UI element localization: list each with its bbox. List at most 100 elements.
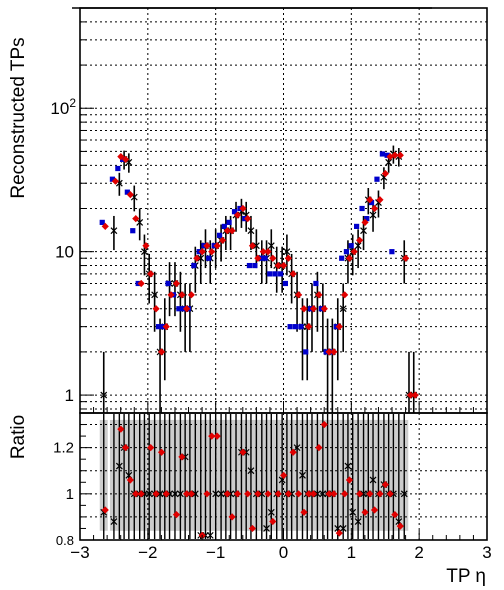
data-point-circle bbox=[374, 176, 380, 182]
ratio-point-diamond bbox=[370, 506, 379, 514]
ratio-point-star bbox=[247, 467, 255, 475]
data-point-diamond bbox=[183, 305, 191, 313]
data-point-circle bbox=[348, 243, 354, 249]
data-point-diamond bbox=[396, 151, 404, 159]
ratio-point-star bbox=[258, 490, 266, 498]
data-point-circle bbox=[124, 189, 130, 195]
ratio-point-diamond bbox=[289, 448, 297, 456]
ratio-point-diamond bbox=[147, 444, 155, 452]
ratio-point-diamond bbox=[121, 444, 130, 452]
data-point-diamond bbox=[132, 215, 140, 223]
x-tick-label: 0 bbox=[279, 543, 288, 562]
data-point-circle bbox=[216, 232, 223, 238]
data-point-diamond bbox=[187, 291, 195, 299]
data-point-circle bbox=[206, 255, 212, 261]
ratio-point-star bbox=[115, 462, 123, 470]
ratio-point-diamond bbox=[376, 490, 384, 498]
lower-y-tick-label: 1 bbox=[66, 486, 74, 503]
data-point-diamond bbox=[264, 248, 272, 256]
data-point-diamond bbox=[335, 323, 343, 331]
ratio-point-diamond bbox=[305, 490, 313, 498]
ratio-point-diamond bbox=[284, 490, 292, 498]
data-point-diamond bbox=[117, 153, 125, 161]
data-point-diamond bbox=[244, 215, 252, 223]
x-tick-label: −2 bbox=[138, 543, 157, 562]
ratio-point-diamond bbox=[381, 480, 389, 489]
ratio-point-diamond bbox=[335, 529, 343, 537]
ratio-point-diamond bbox=[152, 490, 160, 498]
data-point-circle bbox=[99, 219, 105, 225]
data-point-circle bbox=[155, 324, 162, 330]
data-point-circle bbox=[298, 324, 304, 330]
ratio-point-diamond bbox=[162, 490, 170, 498]
data-point-diamond bbox=[193, 254, 201, 262]
ratio-point-star bbox=[313, 490, 321, 498]
data-point-diamond bbox=[305, 323, 313, 331]
data-point-diamond bbox=[269, 254, 277, 262]
data-point-diamond bbox=[300, 305, 308, 313]
data-point-circle bbox=[165, 280, 171, 287]
data-point-circle bbox=[354, 223, 360, 230]
ratio-point-diamond bbox=[239, 448, 247, 456]
data-point-star bbox=[354, 242, 362, 250]
ratio-point-diamond bbox=[132, 490, 140, 498]
ratio-point-star bbox=[171, 490, 179, 498]
ratio-point-diamond bbox=[172, 511, 181, 519]
data-point-circle bbox=[278, 271, 284, 277]
data-point-star bbox=[100, 391, 108, 399]
ratio-point-diamond bbox=[213, 432, 221, 440]
data-point-diamond bbox=[111, 177, 120, 185]
data-point-circle bbox=[115, 165, 121, 172]
data-point-diamond bbox=[345, 254, 354, 262]
data-point-circle bbox=[176, 306, 182, 312]
ratio-point-diamond bbox=[183, 490, 191, 498]
ratio-point-diamond bbox=[300, 508, 308, 516]
data-point-circle bbox=[246, 262, 253, 269]
ratio-point-star bbox=[191, 490, 199, 498]
data-point-star bbox=[283, 248, 291, 256]
data-point-circle bbox=[267, 271, 273, 277]
data-point-diamond bbox=[391, 151, 399, 159]
x-axis-label: TP η bbox=[446, 566, 486, 587]
data-point-circle bbox=[282, 280, 288, 287]
data-point-diamond bbox=[325, 348, 333, 356]
ratio-point-star bbox=[349, 508, 357, 516]
data-point-diamond bbox=[361, 218, 369, 226]
data-point-circle bbox=[368, 199, 375, 206]
data-point-diamond bbox=[167, 291, 175, 299]
x-tick-label: 1 bbox=[347, 543, 356, 562]
x-tick-label: −3 bbox=[70, 543, 89, 562]
data-point-circle bbox=[191, 262, 197, 269]
data-point-circle bbox=[303, 349, 309, 355]
lower-panel: 0.8 1 1.2 −3 −2 −1 0 1 2 3 Ratio TP η bbox=[8, 412, 492, 587]
ratio-point-diamond bbox=[391, 511, 399, 519]
data-point-circle bbox=[339, 255, 345, 261]
data-point-diamond bbox=[274, 261, 282, 270]
data-point-circle bbox=[379, 151, 385, 157]
data-point-circle bbox=[364, 216, 370, 222]
ratio-point-star bbox=[263, 524, 270, 532]
lower-marks bbox=[100, 414, 408, 539]
data-point-diamond bbox=[376, 196, 384, 204]
ratio-point-diamond bbox=[309, 490, 318, 498]
data-point-circle bbox=[130, 228, 136, 234]
ratio-point-diamond bbox=[244, 490, 252, 498]
ratio-point-star bbox=[145, 490, 153, 498]
data-point-diamond bbox=[294, 291, 303, 299]
ratio-point-star bbox=[267, 508, 275, 516]
ratio-point-diamond bbox=[178, 453, 186, 461]
data-point-diamond bbox=[381, 170, 389, 178]
data-point-circle bbox=[226, 219, 232, 225]
data-point-circle bbox=[384, 152, 390, 158]
data-point-star bbox=[369, 211, 377, 219]
lower-y-tick-label: 0.8 bbox=[56, 533, 74, 548]
data-point-circle bbox=[262, 255, 268, 261]
ratio-point-diamond bbox=[126, 476, 134, 484]
ratio-point-diamond bbox=[264, 490, 272, 498]
ratio-point-diamond bbox=[157, 448, 166, 456]
ratio-point-diamond bbox=[254, 490, 262, 498]
lower-y-tick-label: 1.2 bbox=[53, 440, 74, 457]
data-point-circle bbox=[389, 249, 395, 255]
